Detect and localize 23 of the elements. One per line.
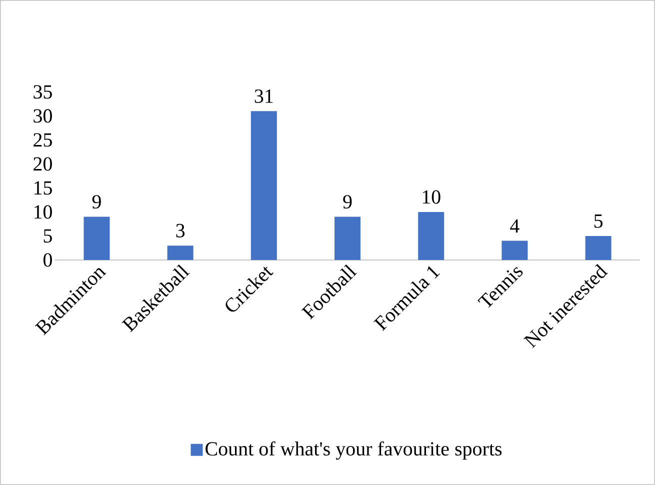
legend-label: Count of what's your favourite sports xyxy=(206,441,502,460)
bar xyxy=(585,236,612,260)
y-tick-label: 0 xyxy=(43,253,52,267)
y-tick-label: 35 xyxy=(34,85,52,99)
bar xyxy=(250,111,277,260)
y-tick-label: 25 xyxy=(34,133,52,147)
y-tick-label: 10 xyxy=(34,205,52,219)
bar xyxy=(84,216,110,260)
y-tick-label: 15 xyxy=(34,181,52,195)
data-label: 31 xyxy=(254,90,273,103)
y-tick-label: 20 xyxy=(34,157,52,171)
bar xyxy=(502,240,528,260)
data-label: 9 xyxy=(92,195,101,209)
y-tick-label: 5 xyxy=(44,229,52,243)
data-label: 10 xyxy=(422,190,440,204)
bar xyxy=(167,246,194,260)
y-tick-label: 30 xyxy=(34,109,52,123)
data-label: 9 xyxy=(343,195,352,209)
data-label: 3 xyxy=(176,224,185,238)
bar xyxy=(418,212,444,260)
data-label: 5 xyxy=(594,214,603,228)
data-label: 4 xyxy=(510,219,520,233)
bar xyxy=(334,216,361,260)
